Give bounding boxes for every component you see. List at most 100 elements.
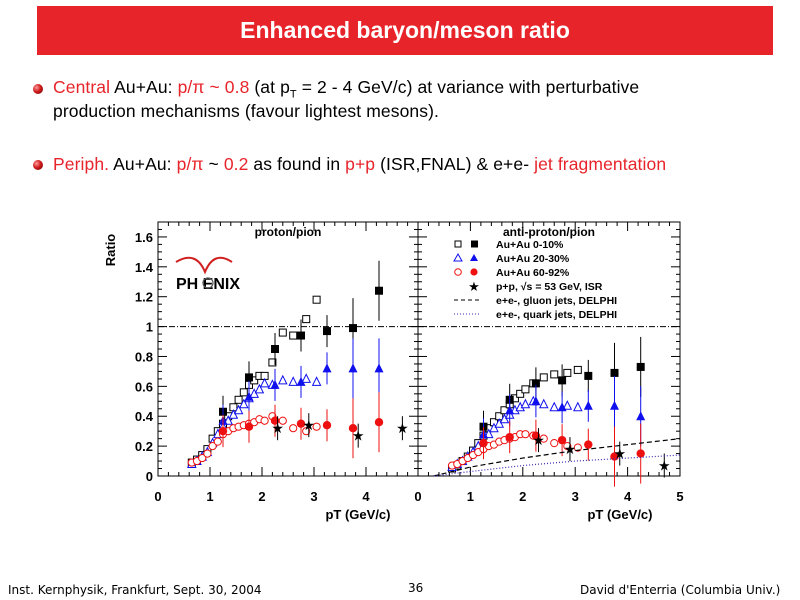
data-point bbox=[289, 424, 298, 433]
data-point bbox=[550, 439, 559, 448]
x-tick-label: 1 bbox=[206, 489, 213, 504]
data-point bbox=[531, 396, 541, 406]
data-point bbox=[198, 453, 207, 463]
data-point bbox=[271, 345, 279, 353]
x-tick-label: 1 bbox=[467, 489, 474, 504]
x-tick-label: 5 bbox=[676, 489, 683, 504]
x-tick-label: 4 bbox=[624, 489, 632, 504]
y-tick-label: 0.4 bbox=[135, 409, 154, 424]
data-point bbox=[562, 400, 573, 410]
data-point bbox=[296, 419, 306, 428]
data-point bbox=[208, 442, 217, 451]
central-label: Central bbox=[53, 77, 111, 97]
data-point bbox=[238, 398, 249, 409]
legend-label: p+p, √s = 53 GeV, ISR bbox=[496, 281, 603, 293]
data-point bbox=[323, 327, 331, 336]
legend-marker-open bbox=[454, 240, 462, 248]
quark-jet-curve bbox=[433, 454, 681, 477]
data-point bbox=[203, 449, 212, 458]
bullet-icon bbox=[33, 84, 43, 94]
data-point bbox=[505, 405, 515, 415]
text-segment: (at p bbox=[249, 77, 290, 97]
legend-label: Au+Au 20-30% bbox=[496, 253, 570, 265]
page-number: 36 bbox=[408, 581, 424, 595]
x-tick-label: 0 bbox=[414, 489, 421, 504]
data-point bbox=[244, 422, 254, 431]
legend-marker-open bbox=[454, 268, 462, 276]
legend-label: Au+Au 0-10% bbox=[496, 239, 564, 251]
data-point bbox=[573, 365, 582, 374]
data-point bbox=[322, 363, 332, 373]
data-point bbox=[375, 286, 383, 295]
data-point bbox=[239, 388, 248, 397]
data-point bbox=[538, 398, 549, 409]
data-point bbox=[531, 379, 540, 388]
data-point bbox=[268, 358, 277, 367]
data-point bbox=[610, 400, 619, 410]
y-tick-label: 0.8 bbox=[135, 349, 153, 364]
data-point bbox=[260, 416, 269, 425]
data-point bbox=[311, 376, 322, 386]
data-point bbox=[573, 443, 582, 452]
x-axis-label: pT (GeV/c) bbox=[325, 507, 390, 522]
y-tick-label: 1.6 bbox=[135, 230, 153, 245]
data-point bbox=[549, 401, 560, 412]
data-point bbox=[312, 422, 321, 431]
data-point bbox=[374, 363, 384, 373]
data-point bbox=[563, 442, 572, 451]
legend-marker-filled bbox=[470, 268, 478, 276]
data-point: ★ bbox=[658, 458, 671, 474]
x-axis-label: pT (GeV/c) bbox=[587, 507, 652, 522]
data-point: ★ bbox=[303, 417, 316, 433]
bullet-line-central: Central Au+Au: p/π ~ 0.8 (at pT = 2 - 4 … bbox=[53, 77, 639, 101]
data-point bbox=[563, 368, 572, 377]
legend-marker-star: ★ bbox=[468, 279, 480, 294]
data-point bbox=[349, 324, 357, 333]
data-point bbox=[301, 373, 312, 383]
data-point bbox=[218, 426, 228, 436]
data-point bbox=[520, 398, 531, 409]
pp-label: p+p bbox=[345, 154, 376, 174]
subscript: T bbox=[289, 88, 297, 101]
phenix-logo-star bbox=[202, 277, 214, 289]
data-point bbox=[245, 373, 253, 382]
data-point bbox=[573, 401, 583, 412]
x-tick-label: 0 bbox=[154, 489, 161, 504]
data-point bbox=[277, 374, 288, 385]
y-axis-label: Ratio bbox=[103, 234, 118, 267]
data-point bbox=[289, 331, 298, 340]
bullet-icon bbox=[33, 160, 43, 170]
data-point bbox=[270, 379, 280, 389]
text-segment: Au+Au: bbox=[109, 154, 177, 174]
legend-marker-filled bbox=[470, 254, 478, 261]
data-point bbox=[521, 385, 530, 394]
footer-right: David d'Enterria (Columbia Univ.) bbox=[580, 583, 781, 597]
data-point bbox=[505, 432, 514, 442]
data-point bbox=[322, 421, 332, 430]
data-point bbox=[636, 449, 645, 458]
text-segment: (ISR,FNAL) & e+e- bbox=[375, 154, 535, 174]
text-segment: as found in bbox=[248, 154, 346, 174]
y-tick-label: 0.2 bbox=[135, 439, 153, 454]
x-tick-label: 4 bbox=[362, 489, 370, 504]
bullet-line-periph: Periph. Au+Au: p/π ~ 0.2 as found in p+p… bbox=[53, 154, 666, 175]
data-point bbox=[557, 402, 567, 412]
data-point: ★ bbox=[352, 428, 365, 444]
y-tick-label: 1.4 bbox=[135, 260, 154, 275]
data-point bbox=[584, 371, 593, 380]
legend-label: e+e-, quark jets, DELPHI bbox=[496, 309, 617, 321]
data-point bbox=[539, 434, 548, 443]
data-point bbox=[583, 400, 593, 410]
ratio-symbol: p/π bbox=[176, 154, 204, 174]
data-point bbox=[312, 295, 321, 304]
y-tick-label: 0.6 bbox=[135, 379, 153, 394]
data-point bbox=[539, 373, 548, 382]
plot-title: proton/pion bbox=[255, 225, 322, 239]
data-point bbox=[636, 411, 646, 421]
data-point bbox=[213, 437, 222, 446]
data-point bbox=[254, 383, 265, 394]
data-point bbox=[558, 376, 567, 385]
data-point: ★ bbox=[532, 432, 545, 448]
plot-title: anti-proton/pion bbox=[503, 225, 595, 239]
data-point bbox=[270, 416, 280, 425]
